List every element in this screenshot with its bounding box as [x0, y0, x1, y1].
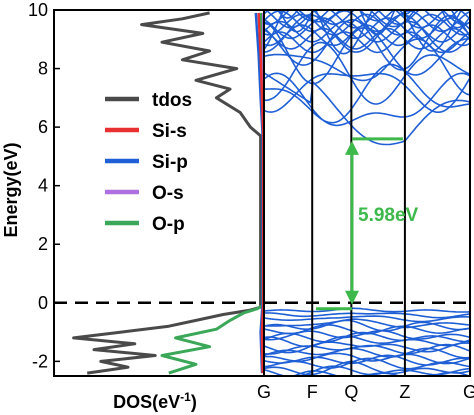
valence-band: [264, 354, 470, 366]
band-curves: [264, 10, 470, 376]
valence-band: [264, 360, 470, 376]
conduction-band: [264, 63, 470, 124]
k-point-label-g: G: [463, 382, 474, 402]
k-point-label-q: Q: [344, 382, 358, 402]
gap-arrow-head-up: [345, 140, 359, 155]
valence-band: [264, 343, 470, 355]
conduction-band: [398, 10, 413, 15]
legend-label-si-p: Si-p: [152, 152, 188, 173]
band-gap-annotation: 5.98eV: [316, 137, 419, 311]
valence-band: [264, 357, 470, 370]
y-tick-label: 4: [38, 176, 48, 196]
dos-series-tdos: [72, 11, 263, 375]
conduction-band: [264, 21, 470, 85]
conduction-band: [264, 72, 470, 146]
k-point-label-g: G: [257, 382, 271, 402]
band-gap-label: 5.98eV: [358, 205, 419, 226]
legend: tdos Si-s Si-p O-s O-p: [105, 90, 192, 235]
x-axis-title-sup: -1: [180, 390, 191, 404]
legend-label-si-s: Si-s: [152, 121, 187, 142]
conduction-band: [264, 72, 470, 113]
valence-band: [264, 307, 470, 313]
valence-band: [264, 331, 470, 343]
upper-band: [264, 10, 460, 22]
upper-band: [264, 31, 470, 54]
y-axis-title: Energy(eV): [1, 142, 21, 237]
gap-arrow-head-down: [345, 290, 359, 305]
y-axis-ticks: 10 8 6 4 2 0 -2: [28, 0, 60, 371]
valence-band: [264, 319, 470, 332]
upper-band: [264, 10, 470, 33]
upper-band: [264, 13, 470, 36]
y-tick-label: 6: [38, 117, 48, 137]
k-point-label-f: F: [307, 382, 318, 402]
plot-frame: [53, 9, 471, 377]
y-tick-label: 2: [38, 234, 48, 254]
valence-band: [264, 347, 470, 359]
valence-band: [264, 318, 470, 329]
legend-label-o-s: O-s: [152, 183, 184, 204]
y-tick-label: 0: [38, 293, 48, 313]
y-tick-label: -2: [32, 351, 48, 371]
valence-band: [264, 315, 470, 323]
conduction-band: [264, 72, 470, 127]
legend-label-tdos: tdos: [152, 90, 192, 111]
valence-band: [264, 312, 470, 319]
valence-band: [264, 335, 470, 348]
x-axis-title-close: ): [191, 392, 197, 412]
upper-band: [264, 20, 470, 43]
conduction-band: [264, 38, 470, 96]
x-axis-title-main: DOS(eV: [113, 392, 180, 412]
y-tick-label: 8: [38, 59, 48, 79]
upper-band: [264, 10, 470, 29]
y-tick-label: 10: [28, 0, 48, 20]
k-point-label-z: Z: [399, 382, 410, 402]
legend-label-o-p: O-p: [152, 214, 185, 235]
plot-frames: [53, 9, 471, 377]
x-axis-title-dos: DOS(eV-1): [113, 390, 197, 412]
